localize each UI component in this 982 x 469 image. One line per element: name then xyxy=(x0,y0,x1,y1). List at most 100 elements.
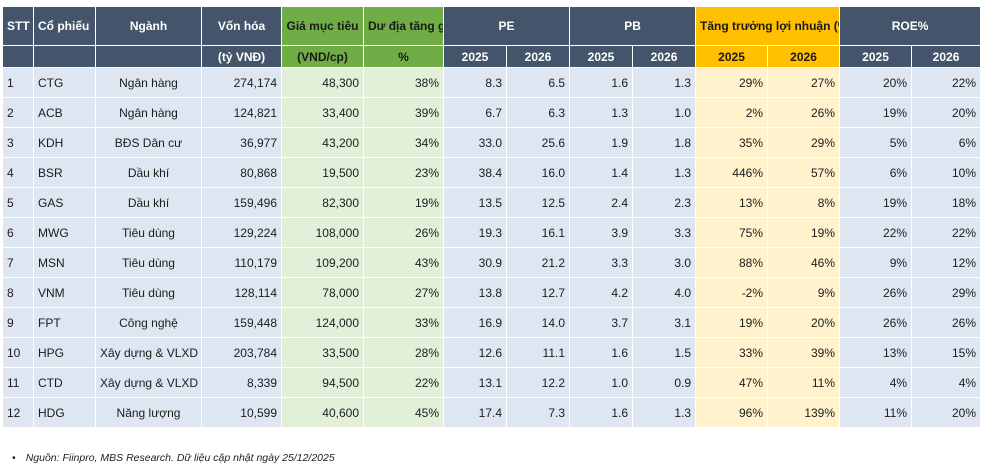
cell-growth-2026: 19% xyxy=(767,217,841,248)
table-header: STT Cổ phiếu Ngành Vốn hóa Giá mục tiêu … xyxy=(2,6,982,68)
cell-pb-2026: 3.3 xyxy=(632,217,697,248)
cell-stt: 11 xyxy=(2,367,34,398)
cell-pe-2026: 12.2 xyxy=(505,367,571,398)
year-roe-2026: 2026 xyxy=(911,45,982,68)
cell-stt: 3 xyxy=(2,127,34,158)
col-pb: PB xyxy=(569,6,697,46)
year-pe-2025: 2025 xyxy=(443,45,507,68)
cell-target-price: 94,500 xyxy=(281,367,364,398)
cell-growth-2025: 2% xyxy=(695,97,769,128)
cell-stt: 8 xyxy=(2,277,34,308)
cell-upside: 22% xyxy=(363,367,444,398)
cell-growth-2026: 29% xyxy=(767,127,841,158)
table-body: 1 CTG Ngân hàng 274,174 48,300 38% 8.3 6.5 1.6 1.… xyxy=(2,67,982,428)
cell-growth-2026: 9% xyxy=(767,277,841,308)
sub-stt xyxy=(2,45,34,68)
cell-upside: 23% xyxy=(363,157,444,188)
cell-upside: 33% xyxy=(363,307,444,338)
cell-sector: Xây dựng & VLXD xyxy=(95,367,202,398)
cell-pb-2025: 2.4 xyxy=(569,187,634,218)
cell-mcap: 80,868 xyxy=(201,157,282,188)
cell-roe-2026: 15% xyxy=(911,337,982,368)
source-note: • Nguồn: Fiinpro, MBS Research. Dữ liệu c… xyxy=(12,452,335,464)
cell-growth-2026: 8% xyxy=(767,187,841,218)
col-pe: PE xyxy=(442,6,571,46)
year-pb-2026: 2026 xyxy=(632,45,697,68)
cell-pb-2025: 3.7 xyxy=(569,307,634,338)
cell-pe-2025: 8.3 xyxy=(443,67,507,98)
cell-pe-2025: 13.5 xyxy=(443,187,507,218)
cell-growth-2026: 39% xyxy=(767,337,841,368)
cell-pb-2025: 1.6 xyxy=(569,397,634,428)
table-row: 8 VNM Tiêu dùng 128,114 78,000 27% 13.8 12.7 4.2… xyxy=(2,277,982,308)
cell-pe-2025: 13.8 xyxy=(443,277,507,308)
cell-sector: Xây dựng & VLXD xyxy=(95,337,202,368)
cell-sector: Tiêu dùng xyxy=(95,217,202,248)
year-pe-2026: 2026 xyxy=(505,45,571,68)
cell-roe-2026: 6% xyxy=(911,127,982,158)
cell-stt: 9 xyxy=(2,307,34,338)
cell-roe-2025: 26% xyxy=(839,307,913,338)
cell-upside: 34% xyxy=(363,127,444,158)
cell-pb-2026: 0.9 xyxy=(632,367,697,398)
cell-pe-2025: 13.1 xyxy=(443,367,507,398)
cell-mcap: 36,977 xyxy=(201,127,282,158)
cell-mcap: 128,114 xyxy=(201,277,282,308)
cell-growth-2025: 47% xyxy=(695,367,769,398)
cell-roe-2025: 19% xyxy=(839,187,913,218)
col-upside: Dư địa tăng giá xyxy=(363,6,444,46)
cell-stt: 12 xyxy=(2,397,34,428)
cell-pb-2026: 1.3 xyxy=(632,157,697,188)
table-row: 5 GAS Dầu khí 159,496 82,300 19% 13.5 12.5 2.4 2.… xyxy=(2,187,982,218)
cell-ticker: ACB xyxy=(33,97,96,128)
year-growth-2026: 2026 xyxy=(767,45,841,68)
cell-sector: Ngân hàng xyxy=(95,67,202,98)
cell-growth-2026: 139% xyxy=(767,397,841,428)
sub-sector xyxy=(95,45,202,68)
cell-pe-2026: 14.0 xyxy=(505,307,571,338)
cell-mcap: 203,784 xyxy=(201,337,282,368)
cell-growth-2025: 96% xyxy=(695,397,769,428)
cell-growth-2025: 29% xyxy=(695,67,769,98)
cell-pe-2026: 6.3 xyxy=(505,97,571,128)
cell-stt: 2 xyxy=(2,97,34,128)
cell-pb-2026: 3.1 xyxy=(632,307,697,338)
cell-roe-2025: 20% xyxy=(839,67,913,98)
cell-target-price: 124,000 xyxy=(281,307,364,338)
table-row: 11 CTD Xây dựng & VLXD 8,339 94,500 22% 13.1 12… xyxy=(2,367,982,398)
cell-pb-2026: 1.5 xyxy=(632,337,697,368)
table-row: 9 FPT Công nghệ 159,448 124,000 33% 16.9 14.0 3.… xyxy=(2,307,982,338)
cell-ticker: BSR xyxy=(33,157,96,188)
cell-ticker: FPT xyxy=(33,307,96,338)
cell-stt: 5 xyxy=(2,187,34,218)
cell-pe-2026: 25.6 xyxy=(505,127,571,158)
cell-stt: 4 xyxy=(2,157,34,188)
cell-stt: 1 xyxy=(2,67,34,98)
cell-pe-2026: 12.7 xyxy=(505,277,571,308)
cell-upside: 26% xyxy=(363,217,444,248)
cell-growth-2025: 88% xyxy=(695,247,769,278)
cell-upside: 43% xyxy=(363,247,444,278)
cell-roe-2026: 29% xyxy=(911,277,982,308)
cell-stt: 10 xyxy=(2,337,34,368)
cell-sector: Tiêu dùng xyxy=(95,277,202,308)
cell-stt: 6 xyxy=(2,217,34,248)
header-row-main: STT Cổ phiếu Ngành Vốn hóa Giá mục tiêu … xyxy=(2,6,982,46)
cell-pb-2026: 4.0 xyxy=(632,277,697,308)
cell-sector: BĐS Dân cư xyxy=(95,127,202,158)
cell-pb-2026: 3.0 xyxy=(632,247,697,278)
cell-pe-2026: 16.0 xyxy=(505,157,571,188)
cell-target-price: 108,000 xyxy=(281,217,364,248)
cell-roe-2026: 22% xyxy=(911,217,982,248)
cell-ticker: HDG xyxy=(33,397,96,428)
cell-pe-2025: 6.7 xyxy=(443,97,507,128)
col-mcap: Vốn hóa xyxy=(201,6,282,46)
cell-roe-2025: 22% xyxy=(839,217,913,248)
cell-pb-2025: 1.9 xyxy=(569,127,634,158)
cell-roe-2026: 10% xyxy=(911,157,982,188)
cell-target-price: 19,500 xyxy=(281,157,364,188)
cell-target-price: 48,300 xyxy=(281,67,364,98)
sub-target-unit: (VND/cp) xyxy=(281,45,364,68)
cell-pb-2025: 4.2 xyxy=(569,277,634,308)
cell-stt: 7 xyxy=(2,247,34,278)
